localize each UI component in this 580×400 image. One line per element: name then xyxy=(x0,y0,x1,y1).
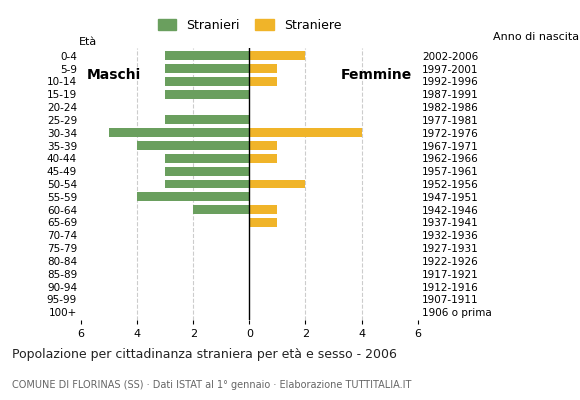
Bar xyxy=(249,154,277,163)
Bar xyxy=(249,205,277,214)
Legend: Stranieri, Straniere: Stranieri, Straniere xyxy=(158,19,341,32)
Text: Popolazione per cittadinanza straniera per età e sesso - 2006: Popolazione per cittadinanza straniera p… xyxy=(12,348,397,361)
Bar xyxy=(165,90,249,99)
Bar xyxy=(165,77,249,86)
Bar xyxy=(165,154,249,163)
Bar xyxy=(249,141,277,150)
Bar xyxy=(165,64,249,73)
Bar xyxy=(193,205,249,214)
Bar xyxy=(249,180,306,188)
Bar xyxy=(249,51,306,60)
Bar xyxy=(165,115,249,124)
Bar xyxy=(109,128,249,137)
Bar xyxy=(249,64,277,73)
Text: Femmine: Femmine xyxy=(340,68,412,82)
Bar xyxy=(249,128,361,137)
Text: COMUNE DI FLORINAS (SS) · Dati ISTAT al 1° gennaio · Elaborazione TUTTITALIA.IT: COMUNE DI FLORINAS (SS) · Dati ISTAT al … xyxy=(12,380,411,390)
Bar xyxy=(137,192,249,201)
Bar xyxy=(165,167,249,176)
Text: Età: Età xyxy=(78,37,97,47)
Bar xyxy=(165,51,249,60)
Text: Anno di nascita: Anno di nascita xyxy=(493,32,579,42)
Bar xyxy=(249,218,277,227)
Bar xyxy=(249,77,277,86)
Bar xyxy=(137,141,249,150)
Text: Maschi: Maschi xyxy=(87,68,141,82)
Bar xyxy=(165,180,249,188)
